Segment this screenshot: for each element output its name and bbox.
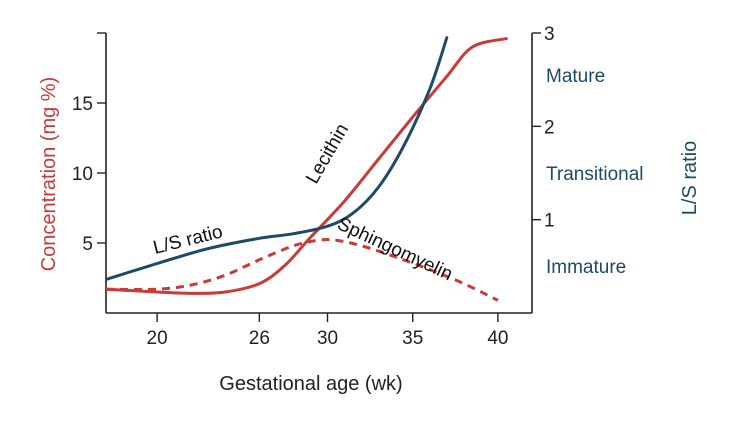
left-y-tick-labels: 5 10 15 bbox=[72, 32, 106, 255]
y-tick-label: 15 bbox=[72, 94, 93, 115]
zone-labels: Mature Transitional Immature bbox=[546, 66, 644, 278]
x-tick-label: 26 bbox=[249, 328, 270, 349]
y2-tick-label: 1 bbox=[544, 211, 555, 232]
zone-label-immature: Immature bbox=[546, 257, 626, 278]
zone-label-transitional: Transitional bbox=[546, 164, 644, 185]
y2-tick-label: 2 bbox=[544, 117, 555, 138]
right-y-axis: 1 2 3 L/S ratio bbox=[531, 24, 701, 313]
left-y-axis-title: Concentration (mg %) bbox=[38, 77, 60, 272]
series-labels: Lecithin Sphingomyelin L/S ratio bbox=[151, 120, 456, 285]
right-y-axis-title: L/S ratio bbox=[679, 141, 701, 215]
x-tick-labels: 20 26 30 35 40 bbox=[147, 313, 508, 349]
y-tick-label: 10 bbox=[72, 164, 93, 185]
y-tick-label: 5 bbox=[82, 234, 93, 255]
x-tick-label: 35 bbox=[402, 328, 423, 349]
series-line-lecithin bbox=[106, 37, 508, 295]
left-y-axis: 5 10 15 Concentration (mg %) bbox=[38, 32, 107, 313]
x-tick-label: 30 bbox=[317, 328, 338, 349]
x-tick-label: 40 bbox=[487, 328, 508, 349]
x-axis: 20 26 30 35 40 Gestational age (wk) bbox=[106, 312, 532, 395]
zone-label-mature: Mature bbox=[546, 66, 605, 87]
x-tick-label: 20 bbox=[147, 328, 168, 349]
series-label-sphingomyelin: Sphingomyelin bbox=[334, 213, 456, 285]
x-axis-title: Gestational age (wk) bbox=[219, 373, 402, 395]
right-y-tick-labels: 1 2 3 bbox=[532, 24, 555, 232]
plot-area bbox=[106, 36, 508, 302]
y2-tick-label: 3 bbox=[544, 24, 555, 45]
series-line-sphingomyelin bbox=[106, 238, 499, 302]
series-label-lecithin: Lecithin bbox=[302, 120, 353, 187]
series-line-l-s-ratio bbox=[106, 36, 449, 281]
